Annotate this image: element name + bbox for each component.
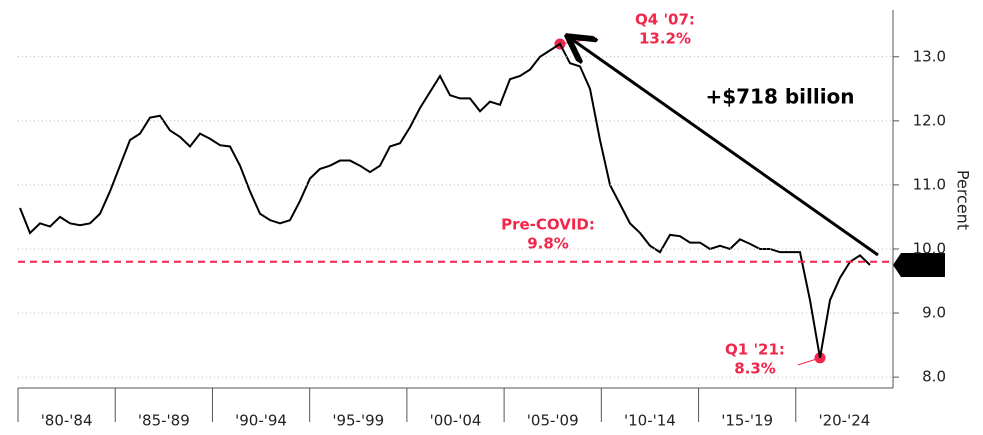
y-tick-label: 9.0: [922, 304, 946, 322]
x-tick-label: '85-'89: [138, 412, 190, 430]
y-tick-label: 12.0: [913, 111, 946, 129]
y-tick-label: 8.0: [922, 368, 946, 386]
reference-label: Pre-COVID:: [501, 216, 595, 234]
x-tick-label: '05-'09: [527, 412, 579, 430]
x-tick-label: '95-'99: [332, 412, 384, 430]
x-tick-label: '80-'84: [41, 412, 93, 430]
x-tick-label: '20-'24: [818, 412, 870, 430]
line: [19, 42, 871, 359]
arrow-label: +$718 billion: [705, 85, 854, 109]
annotation-text: 13.2%: [639, 30, 691, 48]
y-tick-label: 13.0: [913, 47, 946, 65]
x-tick-label: '15-'19: [721, 412, 773, 430]
x-tick-label: '10-'14: [624, 412, 676, 430]
y-tick-label: 10.0: [913, 239, 946, 257]
arrow: [570, 38, 879, 257]
annotation-text: Q1 '21:: [725, 341, 785, 359]
x-tick-label: '90-'94: [235, 412, 287, 430]
value-tag: [893, 252, 945, 277]
annotation-leader: [797, 357, 821, 366]
annotation-text: 8.3%: [734, 360, 776, 378]
annotation-text: Q4 '07:: [635, 11, 695, 29]
y-axis-label: Percent: [954, 170, 973, 230]
y-tick-label: 11.0: [913, 175, 946, 193]
reference-label: 9.8%: [527, 235, 569, 253]
x-tick-label: '00-'04: [430, 412, 482, 430]
